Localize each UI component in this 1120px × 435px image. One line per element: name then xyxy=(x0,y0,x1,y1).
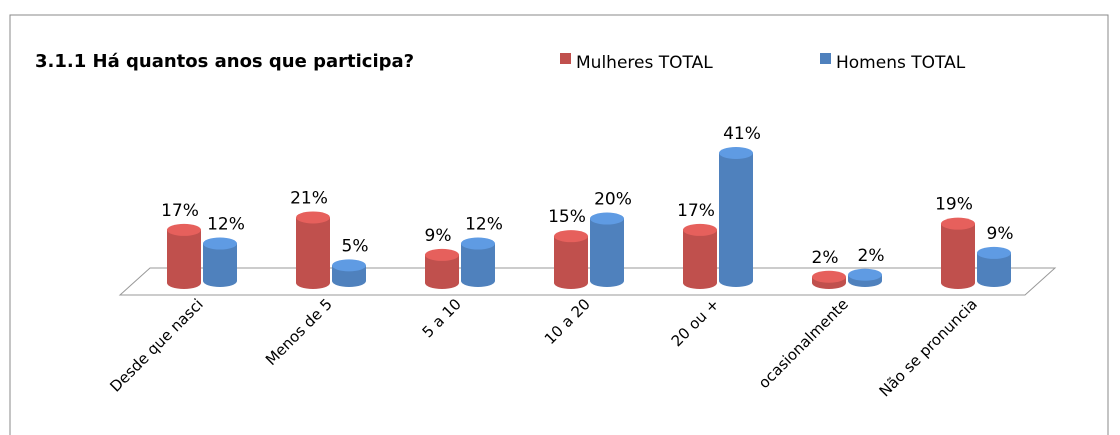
chart-title: 3.1.1 Há quantos anos que participa? xyxy=(35,51,414,72)
value-label: 12% xyxy=(465,215,503,235)
value-label: 20% xyxy=(594,190,632,210)
legend-swatch xyxy=(820,53,831,64)
bar xyxy=(719,147,753,287)
bar xyxy=(332,259,366,287)
legend-label: Homens TOTAL xyxy=(836,53,966,73)
bar xyxy=(977,246,1011,287)
value-label: 19% xyxy=(935,195,973,215)
legend-label: Mulheres TOTAL xyxy=(576,53,713,73)
value-label: 17% xyxy=(161,201,199,221)
bar xyxy=(296,211,330,289)
bar xyxy=(554,230,588,289)
bar xyxy=(812,270,846,289)
value-label: 15% xyxy=(548,207,586,227)
bar xyxy=(941,217,975,289)
value-label: 2% xyxy=(858,246,885,266)
value-label: 9% xyxy=(425,226,452,246)
value-label: 21% xyxy=(290,188,328,208)
legend-swatch xyxy=(560,53,571,64)
value-label: 17% xyxy=(677,201,715,221)
value-label: 2% xyxy=(812,248,839,268)
value-label: 9% xyxy=(987,224,1014,244)
bar xyxy=(683,223,717,289)
value-label: 41% xyxy=(723,124,761,144)
value-label: 5% xyxy=(342,236,369,256)
bar xyxy=(590,212,624,287)
bar xyxy=(167,223,201,289)
bar xyxy=(425,248,459,289)
bar xyxy=(461,237,495,287)
bar xyxy=(848,268,882,287)
bar xyxy=(203,237,237,287)
value-label: 12% xyxy=(207,215,245,235)
